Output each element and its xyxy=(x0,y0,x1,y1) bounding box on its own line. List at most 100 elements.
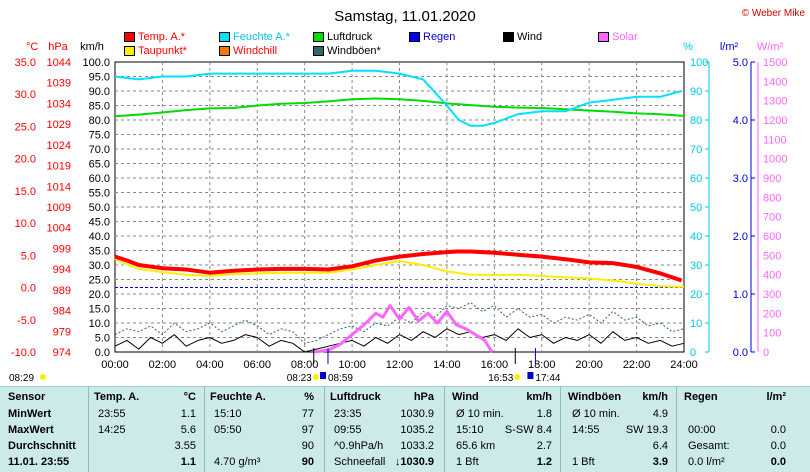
y-tick-label: 974 xyxy=(53,347,71,359)
stats-row-value: S-SW 8.4 xyxy=(504,424,552,436)
stats-row: Ø 10 min. 1.8 xyxy=(452,406,556,423)
y-tick-label: 1009 xyxy=(47,202,71,214)
x-tick-label: 22:00 xyxy=(623,359,651,371)
x-tick-label: 06:00 xyxy=(243,359,271,371)
y-tick-label: 500 xyxy=(763,250,781,262)
stats-row-value: 1.1 xyxy=(180,408,196,420)
series-line xyxy=(114,302,685,344)
y-tick-label: 1400 xyxy=(763,76,787,88)
stats-row: 15:10 77 xyxy=(210,406,318,423)
y-tick-label: 60 xyxy=(690,173,702,185)
axis-unit-label: °C xyxy=(26,41,38,53)
stats-row: 1 Bft 1.2 xyxy=(452,454,556,471)
y-tick-label: 75.0 xyxy=(89,130,110,142)
sun-icon xyxy=(514,374,521,380)
stats-row-label: MinWert xyxy=(8,408,52,420)
moonset-time: 17:44 xyxy=(535,373,560,384)
legend-item: Taupunkt* xyxy=(124,45,187,57)
legend-label: Windböen* xyxy=(327,45,381,57)
y-tick-label: 80.0 xyxy=(89,115,110,127)
stats-row: Gesamt: 0.0 xyxy=(684,438,790,455)
legend-label: Regen xyxy=(423,31,456,43)
y-tick-label: 5.0 xyxy=(95,333,110,345)
stats-row: 11.01. 23:55 xyxy=(8,454,88,471)
legend-item: Windchill xyxy=(219,45,277,57)
stats-row-label: MaxWert xyxy=(8,424,54,436)
stats-row-time: 14:55 xyxy=(572,424,600,436)
y-tick-label: 70 xyxy=(690,144,702,156)
y-tick-label: 700 xyxy=(763,212,781,224)
legend-item: Regen xyxy=(409,31,455,43)
y-tick-label: 80 xyxy=(690,115,702,127)
stats-column-temp: Temp. A. °C 23:55 1.1 14:25 5.6 3.55 1.1 xyxy=(94,387,200,472)
stats-header-label: Sensor xyxy=(8,391,46,403)
statistics-table: Sensor MinWert MaxWert Durchschnitt 11.01. 2… xyxy=(0,386,810,472)
stats-header-unit: km/h xyxy=(526,391,552,403)
legend-label: Solar xyxy=(612,31,638,43)
stats-row-value: ↓1030.9 xyxy=(394,456,434,468)
table-separator xyxy=(88,387,89,472)
stats-row: 14:55 SW 19.3 xyxy=(568,422,672,439)
legend-label: Luftdruck xyxy=(327,31,373,43)
stats-header: Feuchte A.% xyxy=(210,389,318,406)
left-time-label: 08:29 xyxy=(9,373,34,384)
y-tick-label: 5.0 xyxy=(21,250,36,262)
y-tick-label: 30.0 xyxy=(15,89,36,101)
chart-title: Samstag, 11.01.2020 xyxy=(334,8,476,25)
y-tick-label: 1044 xyxy=(47,57,71,69)
y-tick-label: 50 xyxy=(690,202,702,214)
legend-item: Luftdruck xyxy=(313,31,372,43)
y-tick-label: 0 xyxy=(763,347,769,359)
moon-icon xyxy=(319,372,326,379)
stats-row: 15:10 S-SW 8.4 xyxy=(452,422,556,439)
stats-row-value: 1.8 xyxy=(536,408,552,420)
y-tick-label: 1029 xyxy=(47,119,71,131)
stats-row-value: 77 xyxy=(301,408,314,420)
y-tick-label: 30.0 xyxy=(89,260,110,272)
legend-swatch xyxy=(409,32,420,42)
y-tick-label: 3.0 xyxy=(733,173,748,185)
axis-unit-label: l/m² xyxy=(720,41,739,53)
stats-row: 90 xyxy=(210,438,318,455)
stats-column-humidity: Feuchte A.% 15:10 77 05:50 97 90 4.70 g/m³ 90 xyxy=(210,387,318,472)
stats-row-time: 00:00 xyxy=(688,424,716,436)
y-tick-label: 30 xyxy=(690,260,702,272)
stats-header-label: Windböen xyxy=(568,391,622,403)
stats-row-time: 4.70 g/m³ xyxy=(214,456,261,468)
y-tick-label: 40.0 xyxy=(89,231,110,243)
y-tick-label: 25.0 xyxy=(89,275,110,287)
stats-header-label: Wind xyxy=(452,391,479,403)
y-tick-label: 65.0 xyxy=(89,159,110,171)
stats-row-time: 09:55 xyxy=(334,424,362,436)
y-tick-label: 1100 xyxy=(763,134,787,146)
legend-item: Temp. A.* xyxy=(124,31,185,43)
stats-row-time: 23:55 xyxy=(98,408,126,420)
y-tick-label: 70.0 xyxy=(89,144,110,156)
y-tick-label: 200 xyxy=(763,308,781,320)
stats-row-time: 15:10 xyxy=(456,424,484,436)
stats-row-value: 0.0 xyxy=(770,424,786,436)
y-tick-label: 20.0 xyxy=(89,289,110,301)
series-layer xyxy=(114,69,685,354)
y-tick-label: 1000 xyxy=(763,154,787,166)
y-tick-label: 90.0 xyxy=(89,86,110,98)
stats-row: 6.4 xyxy=(568,438,672,455)
x-tick-label: 12:00 xyxy=(386,359,414,371)
table-separator xyxy=(324,387,325,472)
y-tick-label: 2.0 xyxy=(733,231,748,243)
y-tick-label: -10.0 xyxy=(11,347,36,359)
stats-row: 4.70 g/m³ 90 xyxy=(210,454,318,471)
stats-row-value: 4.9 xyxy=(652,408,668,420)
y-tick-label: 0.0 xyxy=(95,347,110,359)
stats-row-label: 11.01. 23:55 xyxy=(8,456,70,468)
stats-row-value: 0.0 xyxy=(770,456,786,468)
y-tick-label: -5.0 xyxy=(17,315,36,327)
y-tick-label: 0.0 xyxy=(21,283,36,295)
x-tick-label: 04:00 xyxy=(196,359,224,371)
stats-header: Wind km/h xyxy=(452,389,556,406)
series-line xyxy=(114,97,685,118)
stats-row-time: 1 Bft xyxy=(456,456,479,468)
stats-row-time: 05:50 xyxy=(214,424,242,436)
y-tick-label: 10.0 xyxy=(15,218,36,230)
moonrise-time: 08:59 xyxy=(328,373,353,384)
